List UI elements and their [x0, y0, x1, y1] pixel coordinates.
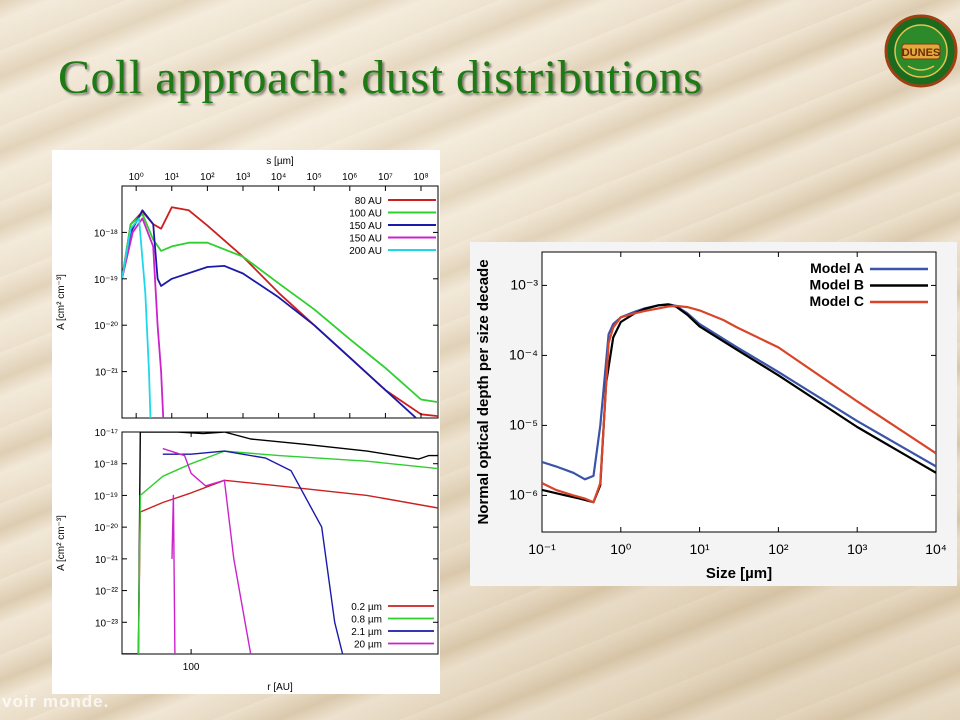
legend-label: Model B	[810, 277, 864, 293]
series-line-5	[122, 217, 152, 418]
y-tick-label: 10⁻¹⁸	[94, 460, 118, 471]
series-line-6	[171, 494, 176, 654]
series-line-2	[122, 213, 438, 403]
x-tick-label: 10⁰	[610, 541, 632, 557]
legend-label: 2.1 µm	[351, 627, 382, 638]
y-tick-label: 10⁻⁵	[509, 416, 538, 432]
plot-frame	[541, 251, 937, 533]
right-figure-panel: 10⁻³ 10⁻⁴ 10⁻⁵ 10⁻⁶ 10⁻¹ 10⁰ 10¹ 10² 10³ 10⁴ Size …	[470, 242, 957, 586]
y-tick-label: 10⁻³	[510, 276, 538, 292]
x-tick-label: 10⁶	[342, 172, 357, 183]
x-tick-label: 10³	[236, 172, 251, 183]
plot-frame	[121, 185, 439, 419]
y-tick-label: 10⁻²⁰	[94, 321, 118, 332]
y-tick-label: 10⁻⁶	[509, 486, 538, 502]
y-tick-label: 10⁻⁴	[509, 346, 538, 362]
left-figure: 10⁻¹⁸ 10⁻¹⁹ 10⁻²⁰ 10⁻²¹ 10⁰ 10¹ 10² 10³ 10⁴ 10⁵ 10…	[56, 156, 439, 693]
legend-label: 0.2 µm	[351, 602, 382, 613]
x-axis-label: r [AU]	[267, 682, 293, 693]
y-tick-label: 10⁻²¹	[95, 555, 119, 566]
y-tick-label: 10⁻²⁰	[94, 523, 118, 534]
y-tick-label: 10⁻²³	[95, 618, 119, 629]
series-line-4	[122, 217, 165, 418]
x-tick-label: 10¹	[689, 541, 710, 557]
top-chart: 10⁻¹⁸ 10⁻¹⁹ 10⁻²⁰ 10⁻²¹ 10⁰ 10¹ 10² 10³ 10⁴ 10⁵ 10…	[56, 156, 439, 419]
legend-label: 100 AU	[349, 209, 382, 220]
x-tick-label: 10²	[200, 172, 215, 183]
legend-label: 0.8 µm	[351, 615, 382, 626]
legend-label: 200 AU	[349, 246, 382, 257]
legend-label: 150 AU	[349, 221, 382, 232]
x-tick-label: 100	[183, 662, 200, 673]
y-tick-label: 10⁻²¹	[95, 368, 119, 379]
logo-text: DUNES	[902, 47, 941, 59]
x-tick-label: 10⁵	[307, 172, 322, 183]
y-tick-label: 10⁻¹⁹	[94, 491, 118, 502]
legend-label: 20 µm	[354, 640, 382, 651]
x-tick-label: 10⁴	[271, 172, 286, 183]
x-tick-label: 10⁰	[129, 172, 144, 183]
series-line-5	[162, 447, 252, 654]
x-tick-label: 10⁷	[378, 172, 393, 183]
series-line-3	[542, 304, 936, 504]
right-chart: 10⁻³ 10⁻⁴ 10⁻⁵ 10⁻⁶ 10⁻¹ 10⁰ 10¹ 10² 10³ 10⁴ Size …	[475, 251, 947, 582]
x-tick-label: 10¹	[165, 172, 180, 183]
watermark: voir monde.	[2, 692, 110, 711]
x-tick-label: 10³	[847, 541, 868, 557]
plot-frame	[121, 431, 439, 655]
series-line-4	[162, 450, 344, 654]
slide-title: Coll approach: dust distributions	[58, 51, 703, 104]
dunes-logo: DUNES	[884, 14, 958, 88]
series-line-2	[137, 479, 438, 654]
y-tick-label: 10⁻¹⁸	[94, 228, 118, 239]
bottom-chart: 10⁻¹⁷ 10⁻¹⁸ 10⁻¹⁹ 10⁻²⁰ 10⁻²¹ 10⁻²² 10⁻²³ 100 r …	[56, 428, 439, 693]
left-figure-panel: 10⁻¹⁸ 10⁻¹⁹ 10⁻²⁰ 10⁻²¹ 10⁰ 10¹ 10² 10³ 10⁴ 10⁵ 10…	[52, 150, 440, 694]
y-tick-label: 10⁻²²	[95, 587, 119, 598]
legend-label: Model C	[810, 293, 864, 309]
series-line-3	[137, 450, 438, 654]
y-axis-label: Normal optical depth per size decade	[475, 259, 492, 524]
series-line-1	[122, 432, 438, 654]
legend-label: 80 AU	[355, 196, 382, 207]
y-axis-label: A [cm² cm⁻³]	[56, 515, 67, 571]
x-tick-label: 10⁸	[413, 172, 428, 183]
x-tick-label: 10²	[768, 541, 789, 557]
y-axis-label: A [cm² cm⁻³]	[56, 274, 67, 330]
y-tick-label: 10⁻¹⁹	[94, 275, 118, 286]
series-line-1	[122, 206, 438, 417]
x-tick-label: 10⁴	[925, 541, 947, 557]
legend-label: 150 AU	[349, 234, 382, 245]
x-axis-label: s [µm]	[266, 156, 294, 167]
legend-label: Model A	[810, 260, 864, 276]
x-tick-label: 10⁻¹	[528, 541, 556, 557]
x-axis-label: Size [µm]	[706, 565, 772, 582]
series-line-3	[122, 209, 418, 418]
y-tick-label: 10⁻¹⁷	[95, 428, 119, 439]
